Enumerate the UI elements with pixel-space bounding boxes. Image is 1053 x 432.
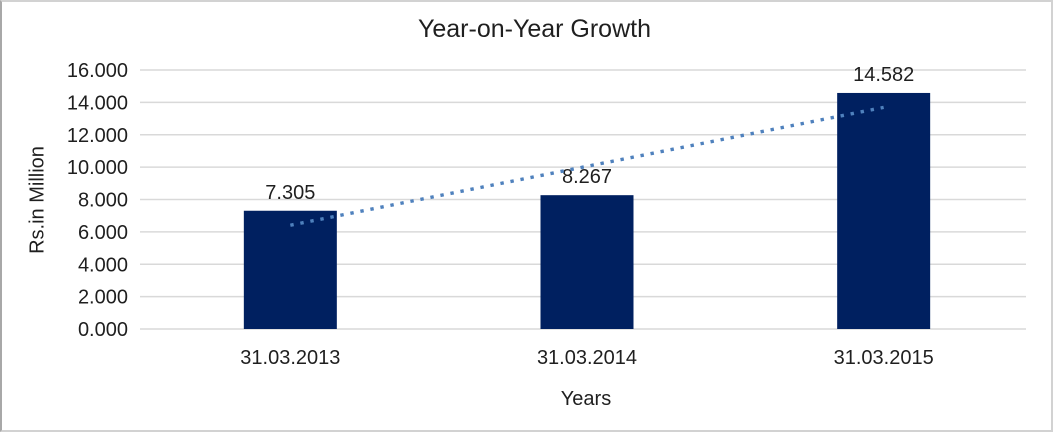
x-tick-label: 31.03.2015 [834, 347, 934, 369]
y-tick-label: 0.000 [78, 319, 128, 341]
bar-data-label: 8.267 [562, 166, 612, 188]
y-tick-label: 8.000 [78, 190, 128, 212]
y-tick-label: 2.000 [78, 287, 128, 309]
bar [837, 92, 931, 329]
chart-title: Year-on-Year Growth [417, 15, 651, 43]
y-tick-label: 12.000 [67, 125, 128, 147]
x-tick-label: 31.03.2014 [537, 347, 637, 369]
y-tick-label: 4.000 [78, 254, 128, 276]
y-tick-label: 14.000 [67, 92, 128, 114]
y-tick-label: 6.000 [78, 222, 128, 244]
bar [540, 195, 634, 329]
bar-data-label: 14.582 [853, 64, 914, 86]
x-tick-label: 31.03.2013 [240, 347, 340, 369]
y-tick-label: 10.000 [67, 157, 128, 179]
x-axis-title: Years [560, 388, 612, 410]
bar [243, 210, 337, 329]
bar-data-label: 7.305 [265, 182, 315, 204]
y-tick-label: 16.000 [67, 60, 128, 82]
